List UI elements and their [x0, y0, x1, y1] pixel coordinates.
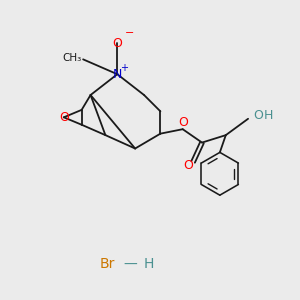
- Text: CH₃: CH₃: [62, 53, 82, 63]
- Text: H: H: [143, 257, 154, 272]
- Text: −: −: [125, 28, 134, 38]
- Text: O: O: [184, 159, 194, 172]
- Text: N: N: [112, 68, 122, 81]
- Text: O: O: [59, 111, 69, 124]
- Text: Br: Br: [99, 257, 115, 272]
- Text: O: O: [178, 116, 188, 129]
- Text: O: O: [112, 37, 122, 50]
- Text: —: —: [124, 257, 138, 272]
- Text: O: O: [253, 109, 263, 122]
- Text: H: H: [263, 109, 273, 122]
- Text: +: +: [119, 63, 128, 73]
